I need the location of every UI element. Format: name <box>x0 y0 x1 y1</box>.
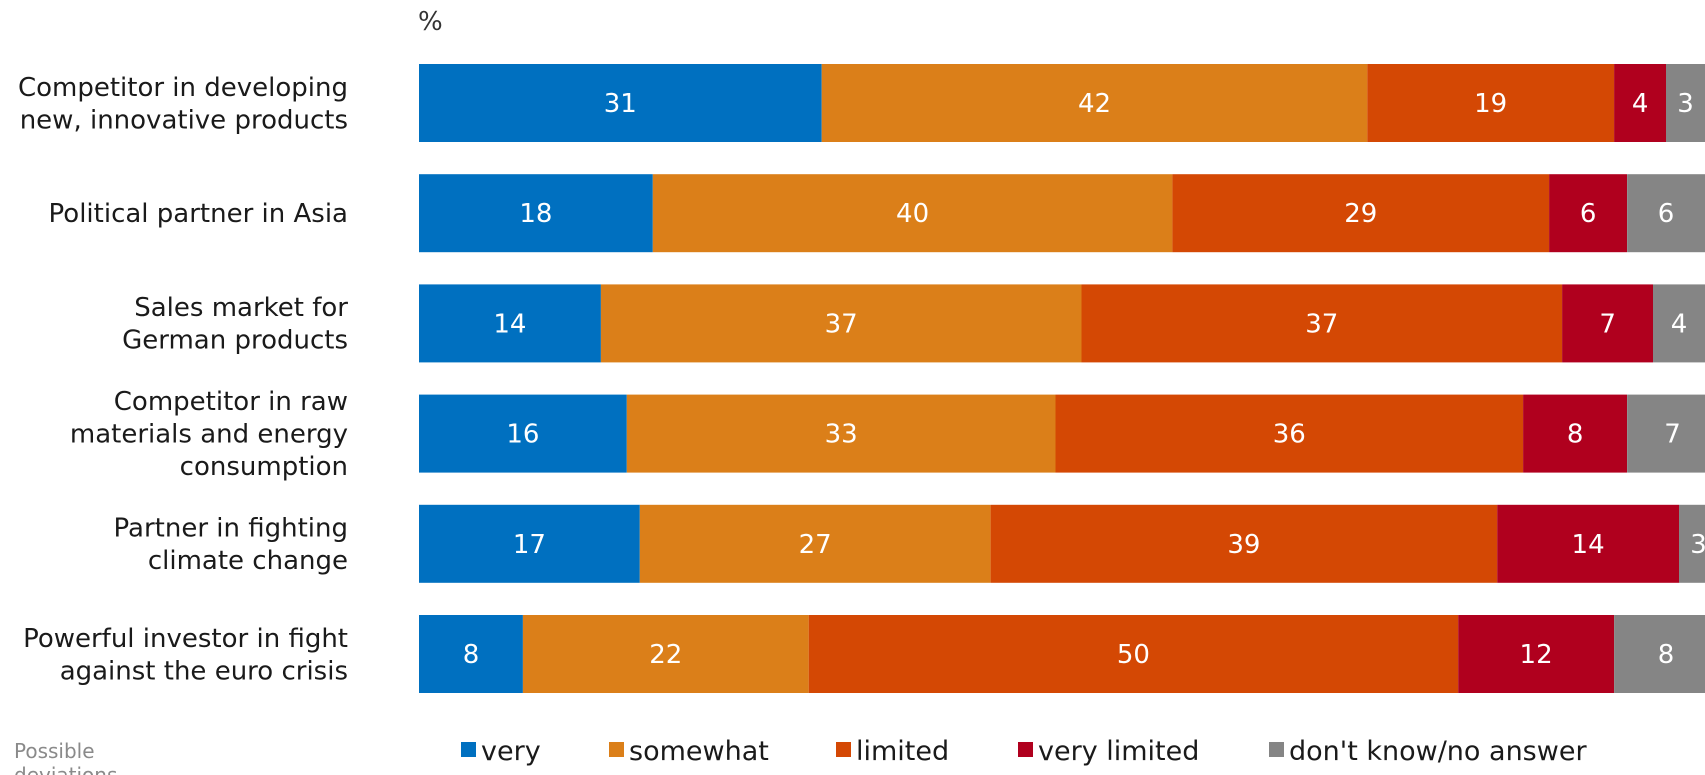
legend-label: very <box>481 736 541 767</box>
data-label: 18 <box>519 199 552 229</box>
bar-segment <box>419 174 653 253</box>
category-label: Partner in fighting <box>114 514 348 544</box>
data-label: 8 <box>1658 640 1675 670</box>
data-label: 29 <box>1344 199 1377 229</box>
bar-segment <box>1627 174 1705 253</box>
legend-label: somewhat <box>629 736 769 767</box>
footnote-text: Possible <box>14 739 95 763</box>
bar-segment <box>419 284 601 363</box>
legend-label: don't know/no answer <box>1289 736 1587 767</box>
bar-segment <box>1562 284 1653 363</box>
data-label: 8 <box>1567 420 1584 450</box>
bars: 31 42 19 4 318 40 29 6 614 37 37 7 416 33 36 8 717 27 39 14… <box>419 64 1705 693</box>
bar-segment <box>808 615 1459 693</box>
bar-segment <box>1081 284 1563 363</box>
unit-label: % <box>418 7 443 37</box>
bar-segment <box>1523 394 1627 473</box>
data-label: 4 <box>1632 89 1649 119</box>
legend-label: very limited <box>1038 736 1199 767</box>
bar-segment <box>419 504 640 583</box>
category-label: Competitor in raw <box>114 387 348 417</box>
data-label: 7 <box>1599 309 1616 339</box>
data-label: 14 <box>1572 530 1605 560</box>
category-label: against the euro crisis <box>60 656 348 686</box>
data-label: 40 <box>896 199 929 229</box>
bar-segment <box>1679 504 1705 583</box>
data-label: 8 <box>463 640 480 670</box>
legend-label: limited <box>856 736 949 767</box>
category-label: materials and energy <box>70 420 348 450</box>
legend-swatch <box>836 742 851 757</box>
data-label: 37 <box>825 309 858 339</box>
footnote-text: deviations <box>14 763 117 775</box>
category-label: consumption <box>180 452 348 482</box>
bar-segment <box>1653 284 1705 363</box>
bar-segment <box>652 174 1173 253</box>
data-label: 3 <box>1677 89 1694 119</box>
legend-swatch <box>1269 742 1284 757</box>
data-label: 17 <box>513 530 546 560</box>
bar-segment <box>1627 394 1705 473</box>
data-label: 22 <box>649 640 682 670</box>
legend-swatch <box>461 742 476 757</box>
data-label: 3 <box>1690 530 1705 560</box>
bar-segment <box>1614 615 1705 693</box>
category-label: climate change <box>148 546 348 576</box>
legend-swatch <box>609 742 624 757</box>
data-label: 31 <box>604 89 637 119</box>
bar-segment <box>990 504 1498 583</box>
bar-segment <box>419 64 822 142</box>
data-label: 14 <box>493 309 526 339</box>
bar-segment <box>1614 64 1667 142</box>
data-label: 16 <box>506 420 539 450</box>
bar-segment <box>600 284 1082 363</box>
data-label: 19 <box>1474 89 1507 119</box>
category-label: Competitor in developing <box>18 73 348 103</box>
bar-segment <box>1497 504 1680 583</box>
category-label: German products <box>122 326 348 356</box>
bar-segment <box>522 615 809 693</box>
data-label: 4 <box>1671 309 1688 339</box>
bar-segment <box>639 504 991 583</box>
data-label: 39 <box>1227 530 1260 560</box>
data-label: 27 <box>799 530 832 560</box>
data-label: 37 <box>1305 309 1338 339</box>
bar-segment <box>1172 174 1550 253</box>
data-label: 33 <box>825 420 858 450</box>
bar-segment <box>1367 64 1615 142</box>
bar-segment <box>1549 174 1627 253</box>
data-label: 6 <box>1658 199 1675 229</box>
category-label: Sales market for <box>134 293 348 323</box>
bar-segment <box>1055 394 1524 473</box>
bar-segment <box>821 64 1368 142</box>
legend: very somewhat limited very limited don't kno… <box>461 736 1587 767</box>
category-label: new, innovative products <box>20 105 348 135</box>
bar-segment <box>419 394 627 473</box>
data-label: 7 <box>1664 420 1681 450</box>
bar-segment <box>1666 64 1705 142</box>
data-label: 42 <box>1078 89 1111 119</box>
category-label: Political partner in Asia <box>49 199 348 229</box>
bar-segment <box>419 615 523 693</box>
bar-segment <box>1458 615 1615 693</box>
data-label: 12 <box>1520 640 1553 670</box>
category-label: Powerful investor in fight <box>23 624 348 654</box>
legend-swatch <box>1018 742 1033 757</box>
bar-segment <box>626 394 1056 473</box>
data-label: 50 <box>1117 640 1150 670</box>
data-label: 6 <box>1580 199 1597 229</box>
data-label: 36 <box>1273 420 1306 450</box>
